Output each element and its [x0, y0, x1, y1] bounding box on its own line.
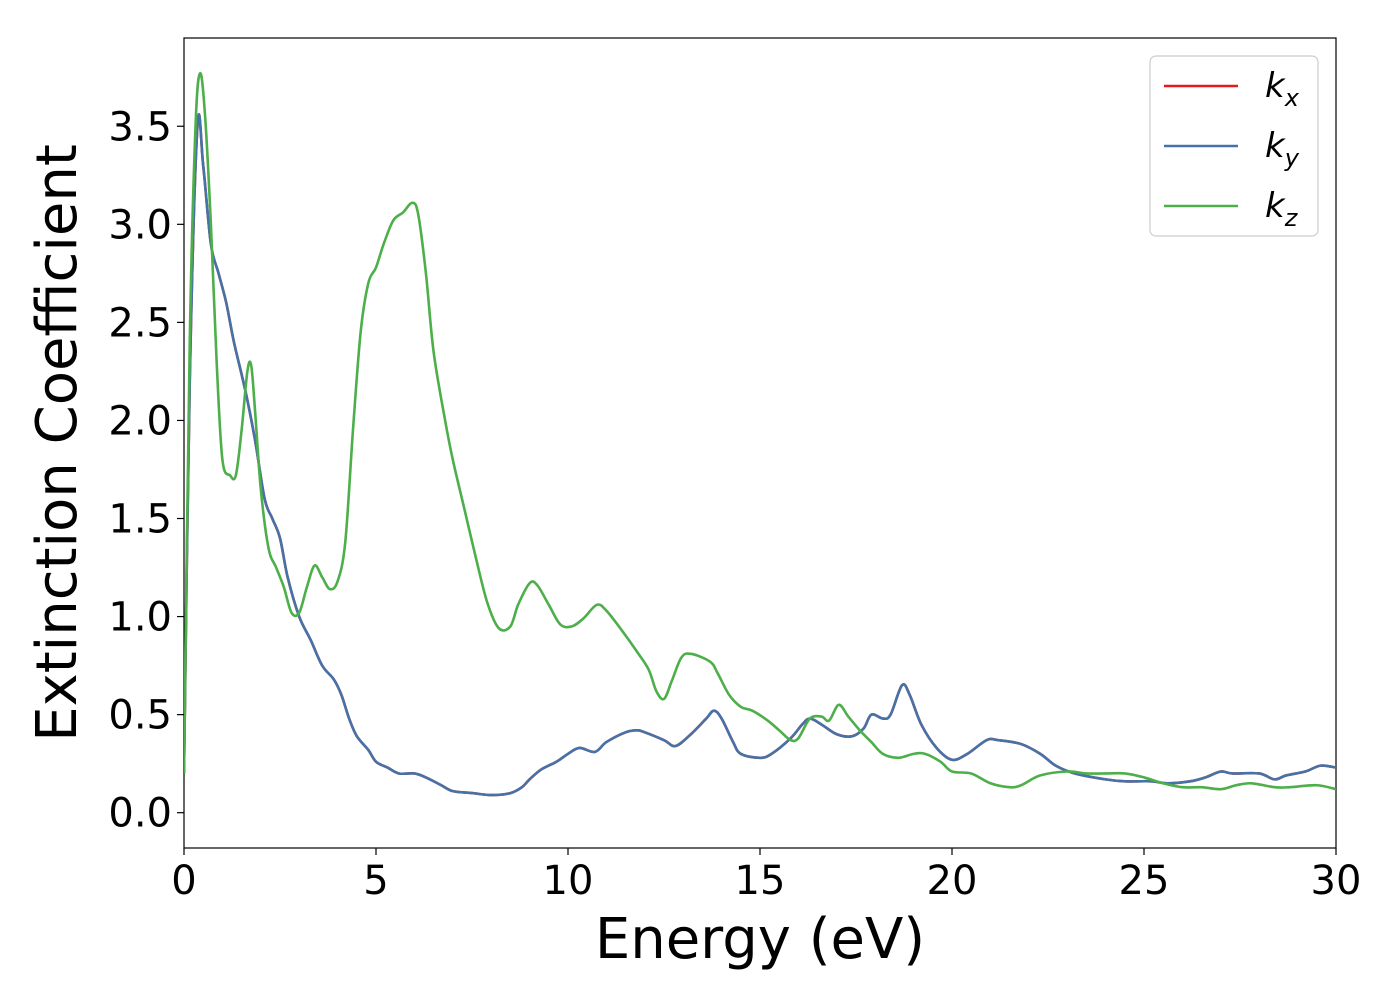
legend-label-z: kz	[1265, 186, 1299, 232]
series-line-y	[184, 113, 1336, 797]
legend-label-y: ky	[1265, 126, 1300, 172]
x-tick-label: 10	[543, 858, 594, 904]
series-line-z	[184, 71, 1336, 791]
y-tick-label: 2.0	[108, 398, 172, 444]
x-tick-label: 25	[1119, 858, 1170, 904]
x-tick-label: 20	[927, 858, 978, 904]
y-tick-label: 0.5	[108, 693, 172, 739]
y-tick-label: 3.5	[108, 104, 172, 150]
y-tick-label: 3.0	[108, 202, 172, 248]
y-tick-label: 1.5	[108, 497, 172, 543]
x-tick-label: 30	[1311, 858, 1362, 904]
y-axis-ticks: 0.0 0.5 1.0 1.5 2.0 2.5 3.0 3.5	[108, 104, 184, 837]
y-tick-label: 0.0	[108, 791, 172, 837]
x-tick-label: 0	[171, 858, 196, 904]
y-axis-title: Extinction Coefficient	[25, 144, 90, 742]
x-axis-ticks: 0 5 10 15 20 25 30	[171, 848, 1361, 904]
series-layer	[184, 71, 1336, 797]
y-tick-label: 1.0	[108, 595, 172, 641]
x-tick-label: 15	[735, 858, 786, 904]
x-axis-title: Energy (eV)	[595, 907, 925, 972]
legend-label-x: kx	[1265, 66, 1300, 112]
x-tick-label: 5	[363, 858, 388, 904]
legend: kx ky kz	[1149, 55, 1319, 237]
y-tick-label: 2.5	[108, 300, 172, 346]
